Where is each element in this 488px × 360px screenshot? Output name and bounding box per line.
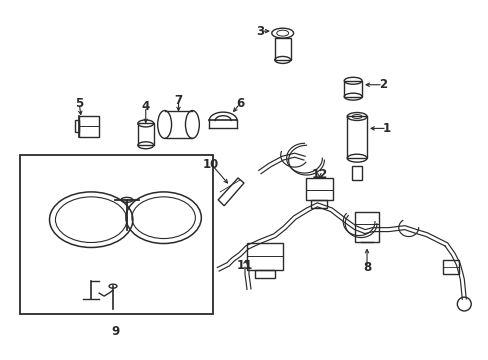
- Bar: [20, 155, 213, 314]
- Text: 6: 6: [235, 97, 244, 110]
- Bar: [274, 38, 290, 60]
- Text: 11: 11: [236, 259, 253, 272]
- Text: 8: 8: [362, 261, 370, 274]
- Bar: [351, 166, 361, 180]
- Text: 2: 2: [378, 78, 386, 91]
- Text: 4: 4: [142, 100, 150, 113]
- Bar: [346, 117, 366, 158]
- Text: 1: 1: [382, 122, 390, 135]
- Text: 7: 7: [174, 94, 182, 107]
- Bar: [443, 260, 458, 274]
- Bar: [254, 270, 274, 278]
- Text: 3: 3: [255, 24, 264, 38]
- Bar: [79, 116, 99, 137]
- Bar: [75, 121, 79, 132]
- Text: 9: 9: [112, 325, 120, 338]
- Bar: [305, 178, 333, 200]
- Text: 12: 12: [311, 167, 327, 181]
- Text: 10: 10: [203, 158, 219, 171]
- Bar: [354, 212, 378, 242]
- Bar: [344, 81, 361, 96]
- Bar: [138, 123, 153, 145]
- Bar: [246, 243, 282, 270]
- Text: 5: 5: [75, 97, 83, 110]
- Bar: [311, 200, 326, 208]
